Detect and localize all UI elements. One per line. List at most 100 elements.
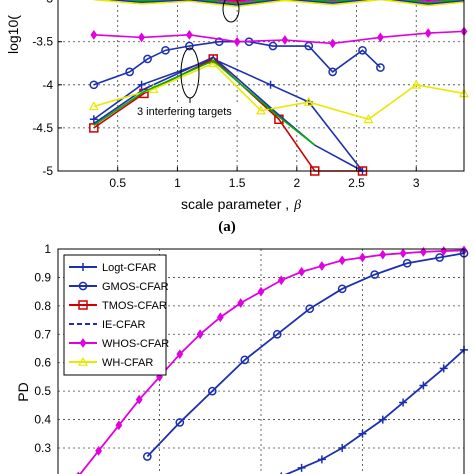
annotation-label-bg bbox=[135, 103, 247, 118]
top-data-point bbox=[281, 35, 289, 45]
top-chart: 0.5 1 1.5 2 2.5 3 -3 -3.5 -4 -4.5 -5 log10( scale… bbox=[5, 0, 470, 235]
top-x-tick-label: 2 bbox=[293, 176, 300, 190]
top-series-line-logt-cfar bbox=[93, 58, 364, 172]
bottom-data-point bbox=[95, 445, 103, 456]
bottom-data-point bbox=[378, 415, 387, 424]
bottom-y-tick-label: 0.5 bbox=[34, 384, 51, 398]
bottom-data-point bbox=[257, 286, 265, 297]
bottom-data-point bbox=[337, 284, 347, 294]
bottom-y-tick-label: 1 bbox=[44, 242, 51, 256]
top-data-point bbox=[268, 41, 278, 51]
bottom-y-tick-label: 0.8 bbox=[34, 299, 51, 313]
top-data-point bbox=[185, 41, 194, 51]
bottom-data-point bbox=[402, 258, 412, 268]
top-data-point bbox=[88, 101, 99, 111]
bottom-data-point bbox=[317, 455, 326, 464]
top-data-point bbox=[363, 114, 374, 124]
top-data-point bbox=[185, 29, 193, 40]
top-data-point bbox=[89, 123, 99, 133]
top-data-point bbox=[411, 79, 422, 89]
bottom-data-point bbox=[176, 349, 184, 360]
bottom-data-point bbox=[419, 381, 428, 390]
top-x-tick-label: 0.5 bbox=[109, 176, 126, 190]
bottom-y-ticks: 1 0.9 0.8 0.7 0.6 0.5 0.4 0.3 bbox=[34, 242, 51, 455]
bottom-y-tick-label: 0.7 bbox=[34, 327, 51, 341]
legend-label: TMOS-CFAR bbox=[102, 300, 167, 312]
bottom-data-point bbox=[358, 429, 367, 438]
legend-label: Logt-CFAR bbox=[102, 262, 156, 274]
top-data-point bbox=[328, 67, 337, 77]
top-data-point bbox=[424, 28, 432, 38]
bottom-data-point bbox=[419, 246, 427, 257]
legend-label: GMOS-CFAR bbox=[102, 281, 169, 293]
top-series-line-wh-cfar bbox=[93, 62, 465, 121]
top-data-point bbox=[233, 36, 241, 47]
top-x-ticks: 0.5 1 1.5 2 2.5 3 bbox=[109, 167, 420, 190]
bottom-data-point bbox=[298, 266, 306, 277]
bottom-data-point bbox=[115, 420, 123, 431]
top-data-point bbox=[255, 105, 267, 115]
bottom-data-point bbox=[370, 270, 380, 279]
top-x-tick-label: 2.5 bbox=[348, 176, 365, 190]
bottom-data-point bbox=[435, 253, 444, 262]
bottom-series-line-gmos-cfar bbox=[146, 252, 465, 458]
top-y-axis-label: log10( bbox=[5, 15, 21, 54]
top-x-axis-label: scale parameter , β bbox=[181, 196, 301, 213]
bottom-data-point bbox=[338, 255, 346, 266]
top-x-tick-label: 1 bbox=[174, 176, 181, 190]
top-caption: (a) bbox=[218, 219, 236, 235]
legend-label: WH-CFAR bbox=[102, 357, 153, 369]
top-series-line-green bbox=[93, 59, 316, 146]
bottom-data-point bbox=[399, 398, 408, 407]
annotation-label: 3 interfering targets bbox=[137, 106, 232, 118]
bottom-y-axis-label: PD bbox=[15, 382, 31, 401]
bottom-data-point bbox=[305, 304, 315, 314]
bottom-data-point bbox=[297, 463, 306, 472]
bottom-data-point bbox=[379, 249, 387, 260]
bottom-data-point bbox=[338, 444, 347, 452]
bottom-data-point bbox=[240, 355, 250, 365]
bottom-data-point bbox=[277, 275, 285, 286]
bottom-data-point bbox=[359, 252, 366, 263]
bottom-y-tick-label: 0.4 bbox=[34, 413, 51, 427]
top-x-axis-symbol: β bbox=[293, 198, 301, 213]
top-plot-frame bbox=[57, 0, 465, 172]
top-band-line bbox=[121, 0, 465, 5]
bottom-chart: 1 0.9 0.8 0.7 0.6 0.5 0.4 0.3 PD Logt-CFAR GMOS-… bbox=[15, 242, 469, 474]
bottom-data-point bbox=[207, 386, 217, 396]
top-data-point bbox=[329, 38, 337, 49]
top-grid bbox=[58, 0, 464, 172]
bottom-y-tick-label: 0.6 bbox=[34, 356, 51, 370]
top-data-point bbox=[125, 67, 134, 77]
top-series bbox=[88, 0, 470, 176]
legend-swatch-marker bbox=[78, 300, 88, 310]
top-data-point bbox=[303, 96, 314, 106]
legend-swatch-marker bbox=[77, 356, 89, 366]
bottom-data-point bbox=[399, 248, 407, 259]
top-data-point bbox=[358, 45, 367, 55]
top-data-point bbox=[376, 63, 385, 72]
top-y-ticks: -3 -3.5 -4 -4.5 -5 bbox=[32, 0, 62, 178]
interfering-targets-annotation: 3 interfering targets bbox=[135, 0, 247, 118]
top-x-axis-label-text: scale parameter , bbox=[181, 196, 289, 212]
top-data-point bbox=[377, 32, 384, 43]
top-y-tick-label: -4 bbox=[42, 78, 53, 92]
bottom-y-tick-label: 0.3 bbox=[34, 441, 51, 455]
top-x-tick-label: 1.5 bbox=[229, 176, 246, 190]
top-data-point bbox=[143, 54, 152, 64]
annotation-ellipse-upper bbox=[222, 0, 240, 23]
legend-label: WHOS-CFAR bbox=[102, 338, 169, 350]
bottom-data-point bbox=[175, 418, 185, 427]
top-data-point bbox=[138, 32, 145, 43]
top-data-point bbox=[89, 80, 99, 90]
top-band-line bbox=[105, 0, 465, 6]
bottom-data-point bbox=[439, 364, 448, 373]
top-y-tick-label: -3 bbox=[42, 0, 53, 6]
bottom-data-point bbox=[135, 394, 143, 405]
bottom-y-tick-label: 0.9 bbox=[34, 270, 51, 284]
bottom-data-point bbox=[272, 329, 282, 339]
legend-swatch-marker bbox=[79, 263, 87, 271]
legend-box bbox=[63, 254, 167, 376]
bottom-data-point bbox=[196, 329, 204, 340]
top-data-point bbox=[161, 45, 170, 55]
